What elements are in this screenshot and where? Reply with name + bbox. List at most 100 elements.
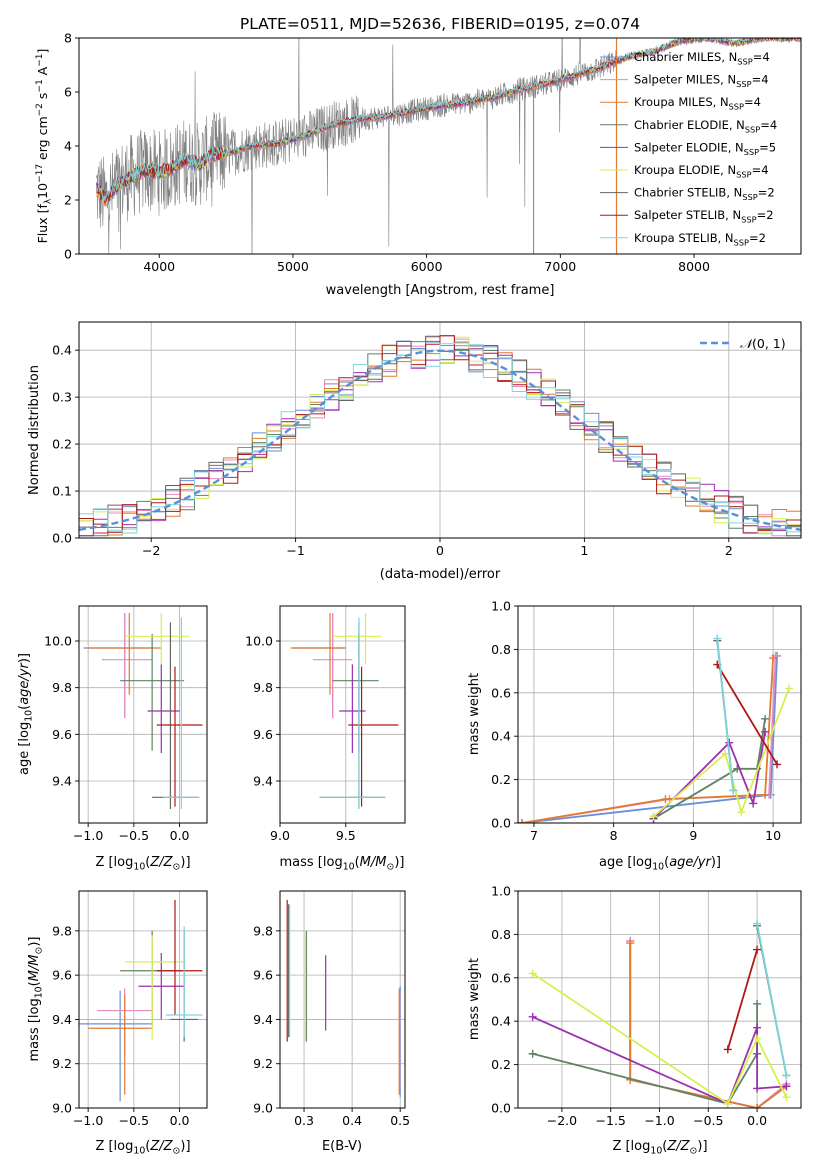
x-tick-label: 0.0 — [170, 1113, 190, 1128]
y-tick-label: 0.2 — [491, 772, 511, 787]
legend-label: Chabrier STELIB, NSSP=2 — [634, 186, 775, 203]
x-tick-label: 8000 — [678, 259, 710, 274]
y-tick-label: 4 — [64, 139, 72, 154]
series-line — [629, 943, 787, 1108]
legend-label: Kroupa STELIB, NSSP=2 — [634, 231, 766, 248]
observed-spectrum — [96, 38, 617, 254]
x-tick-label: −1.0 — [644, 1113, 674, 1128]
y-tick-label: 0.2 — [491, 1057, 511, 1072]
plot-area-age_vs_mass — [290, 613, 399, 809]
data-point — [761, 714, 770, 723]
x-tick-label: 6000 — [411, 259, 443, 274]
x-tick-label: 9.0 — [270, 828, 290, 843]
x-tick-label: 0 — [436, 543, 444, 558]
y-tick-label: 0.4 — [52, 343, 72, 358]
y-tick-label: 0.0 — [491, 816, 511, 831]
data-point — [518, 819, 526, 823]
y-tick-label: 9.8 — [52, 923, 72, 938]
y-tick-label: 9.0 — [52, 1101, 72, 1116]
data-point — [782, 1093, 791, 1102]
y-tick-label: 1.0 — [491, 599, 511, 614]
y-tick-label: 9.8 — [253, 680, 273, 695]
data-point — [737, 808, 746, 817]
y-tick-label: 0.2 — [52, 437, 72, 452]
y-tick-label: 0.1 — [52, 484, 72, 499]
series-line — [521, 655, 778, 823]
y-tick-label: 9.6 — [253, 727, 273, 742]
figure-title: PLATE=0511, MJD=52636, FIBERID=0195, z=0… — [240, 15, 640, 33]
plot-area-spectrum — [95, 38, 801, 254]
y-tick-label: 9.8 — [253, 923, 273, 938]
plot-area-residuals — [79, 335, 801, 537]
x-tick-label: −1 — [286, 543, 304, 558]
x-tick-label: 0.0 — [170, 828, 190, 843]
x-tick-label: −0.5 — [119, 828, 149, 843]
plot-area-mass_vs_Z — [79, 899, 203, 1102]
data-point — [713, 634, 722, 643]
y-tick-label: 1.0 — [491, 884, 511, 899]
x-tick-label: 7000 — [544, 259, 576, 274]
series-line — [653, 718, 766, 820]
x-tick-label: 0.4 — [342, 1113, 362, 1128]
data-point — [661, 795, 670, 804]
axes-frame — [279, 605, 406, 824]
y-axis-label: mass weight — [467, 673, 482, 755]
y-tick-label: 0.6 — [491, 970, 511, 985]
y-tick-label: 9.0 — [253, 1101, 273, 1116]
legend-label: 𝒩(0, 1) — [740, 336, 786, 351]
data-point — [782, 1071, 791, 1080]
legend-label: Chabrier MILES, NSSP=4 — [634, 50, 770, 67]
series-line — [756, 923, 788, 1076]
y-tick-label: 0.3 — [52, 390, 72, 405]
data-point — [753, 1023, 762, 1032]
y-tick-label: 0.0 — [491, 1101, 511, 1116]
data-point — [528, 1049, 537, 1058]
x-tick-label: 4000 — [143, 259, 175, 274]
data-point — [753, 1034, 762, 1043]
x-tick-label: −1.0 — [73, 1113, 103, 1128]
x-axis-label: E(B-V) — [322, 1139, 362, 1154]
series-line — [532, 1003, 758, 1105]
data-point — [626, 939, 635, 948]
data-point — [528, 1012, 537, 1021]
y-tick-label: 9.4 — [253, 774, 273, 789]
series-line — [532, 972, 788, 1106]
y-tick-label: 0.6 — [491, 685, 511, 700]
y-tick-label: 9.4 — [52, 1012, 72, 1027]
y-tick-label: 0.8 — [491, 642, 511, 657]
axes-frame — [78, 890, 208, 1109]
y-tick-label: 0.4 — [491, 729, 511, 744]
y-tick-label: 9.8 — [52, 680, 72, 695]
x-tick-label: 0.3 — [294, 1113, 314, 1128]
data-point — [753, 999, 762, 1008]
plot-area-age_vs_Z — [83, 613, 203, 809]
series-line — [716, 664, 778, 765]
x-tick-label: 5000 — [277, 259, 309, 274]
x-tick-label: 0.0 — [747, 1113, 767, 1128]
x-tick-label: 10 — [765, 828, 781, 843]
series-line — [521, 658, 774, 823]
y-tick-label: 0.0 — [52, 531, 72, 546]
x-axis-label: Z [log10(Z/Z⊙)] — [95, 855, 190, 873]
x-axis-label: (data-model)/error — [380, 567, 501, 582]
legend-label: Kroupa ELODIE, NSSP=4 — [634, 163, 769, 180]
x-tick-label: 9.5 — [336, 828, 356, 843]
y-tick-label: 10.0 — [44, 634, 72, 649]
histogram-kroupa-stelib — [79, 342, 801, 537]
y-axis-label: Normed distribution — [27, 365, 42, 495]
data-point — [721, 749, 730, 758]
data-point — [649, 812, 658, 821]
x-tick-label: −2.0 — [547, 1113, 577, 1128]
y-tick-label: 0.8 — [491, 927, 511, 942]
x-tick-label: 8 — [610, 828, 618, 843]
x-axis-label: Z [log10(Z/Z⊙)] — [612, 1139, 707, 1157]
data-point — [761, 790, 770, 799]
legend-label: Salpeter ELODIE, NSSP=5 — [634, 140, 776, 157]
x-tick-label: −1.0 — [73, 828, 103, 843]
data-point — [782, 1082, 791, 1091]
data-point — [753, 945, 762, 954]
x-tick-label: −2 — [142, 543, 160, 558]
y-tick-label: 6 — [64, 85, 72, 100]
x-tick-label: 9 — [689, 828, 697, 843]
y-axis-label: mass [log10(M/M⊙)] — [27, 937, 45, 1062]
